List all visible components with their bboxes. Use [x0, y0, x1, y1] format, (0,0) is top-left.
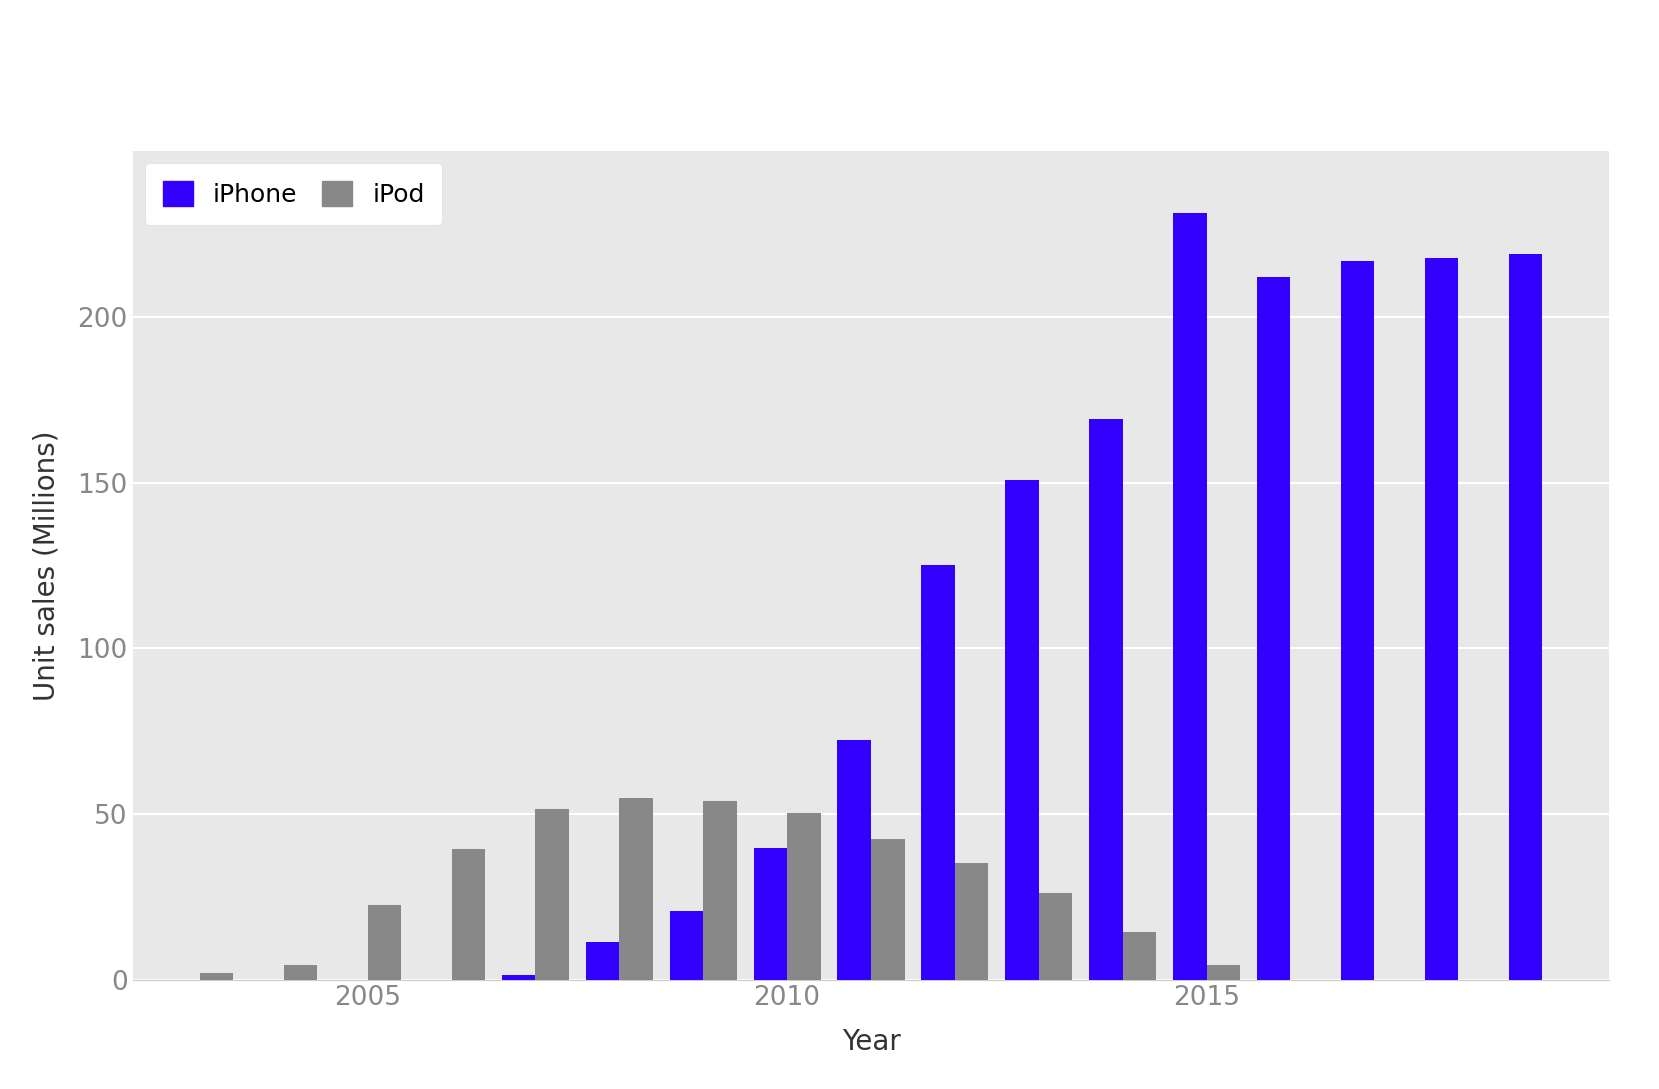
- Bar: [536, 809, 569, 980]
- Y-axis label: Unit sales (Millions): Unit sales (Millions): [33, 430, 61, 700]
- Bar: [199, 974, 234, 980]
- Bar: [670, 911, 703, 980]
- Bar: [1258, 278, 1291, 980]
- Bar: [1425, 258, 1458, 980]
- X-axis label: Year: Year: [841, 1028, 901, 1055]
- Bar: [1206, 965, 1239, 980]
- Bar: [1088, 419, 1123, 980]
- Bar: [1005, 480, 1039, 980]
- Bar: [1508, 255, 1543, 980]
- Bar: [786, 813, 821, 980]
- Bar: [586, 942, 619, 980]
- Bar: [838, 741, 871, 980]
- Text: iPod sales vs iPhone sales (Apple): iPod sales vs iPhone sales (Apple): [471, 62, 1271, 103]
- Bar: [368, 905, 401, 980]
- Bar: [1173, 213, 1206, 980]
- Bar: [1340, 261, 1374, 980]
- Bar: [1039, 893, 1072, 980]
- Bar: [871, 839, 904, 980]
- Bar: [1123, 932, 1156, 980]
- Bar: [956, 864, 989, 980]
- Bar: [921, 565, 956, 980]
- Bar: [703, 800, 737, 980]
- Bar: [501, 976, 536, 980]
- Bar: [753, 847, 786, 980]
- Bar: [284, 965, 317, 980]
- Bar: [619, 798, 654, 980]
- Legend: iPhone, iPod: iPhone, iPod: [146, 163, 441, 224]
- Bar: [451, 849, 484, 980]
